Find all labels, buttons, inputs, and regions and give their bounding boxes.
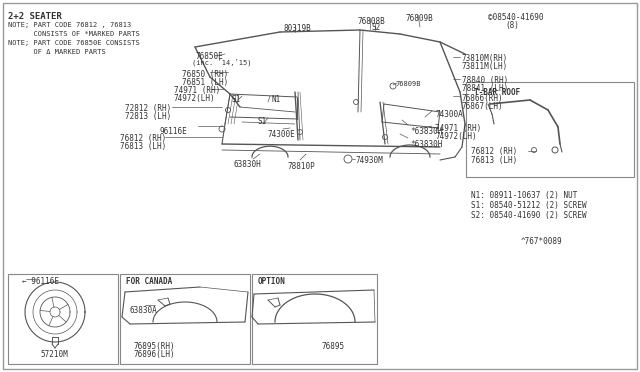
Text: 57210M: 57210M (40, 350, 68, 359)
Text: 72813 (LH): 72813 (LH) (125, 112, 172, 121)
Text: 76813 (LH): 76813 (LH) (471, 156, 517, 165)
Text: 72812 (RH): 72812 (RH) (125, 104, 172, 113)
Text: 76866(RH): 76866(RH) (462, 94, 504, 103)
Text: 78810P: 78810P (288, 162, 316, 171)
Text: 76808B: 76808B (358, 17, 386, 26)
Text: T-BAR ROOF: T-BAR ROOF (474, 88, 520, 97)
Text: 74971 (RH): 74971 (RH) (174, 86, 220, 95)
Text: ← 96116E: ← 96116E (22, 277, 59, 286)
Text: 76809B: 76809B (405, 14, 433, 23)
Text: ©08540-41690: ©08540-41690 (488, 13, 543, 22)
Text: S1: S1 (258, 117, 268, 126)
Text: 76896(LH): 76896(LH) (133, 350, 175, 359)
Text: 74972(LH): 74972(LH) (435, 132, 477, 141)
Text: (8): (8) (505, 21, 519, 30)
Text: 74300E: 74300E (268, 130, 296, 139)
Text: 73810M(RH): 73810M(RH) (462, 54, 508, 63)
Text: 80319B: 80319B (284, 24, 312, 33)
Text: 74930M: 74930M (355, 156, 383, 165)
Text: 76867(LH): 76867(LH) (462, 102, 504, 111)
Text: OPTION: OPTION (258, 277, 285, 286)
Text: (inc. ̔14,̔15): (inc. ̔14,̔15) (192, 60, 252, 67)
Text: 76812 (RH): 76812 (RH) (120, 134, 166, 143)
Text: *63830H: *63830H (410, 127, 442, 136)
Text: FOR CANADA: FOR CANADA (126, 277, 172, 286)
Text: 78840 (RH): 78840 (RH) (462, 76, 508, 85)
Text: *63830H: *63830H (410, 140, 442, 149)
Text: 76850 (RH): 76850 (RH) (182, 70, 228, 79)
Text: 96116E: 96116E (160, 127, 188, 136)
Text: 63830H: 63830H (233, 160, 260, 169)
Text: NOTE; PART CODE 76812 , 76813: NOTE; PART CODE 76812 , 76813 (8, 22, 131, 28)
Text: 76809B: 76809B (395, 81, 420, 87)
Text: S1: 08540-51212 (2) SCREW: S1: 08540-51212 (2) SCREW (471, 201, 587, 210)
Text: 2+2 SEATER: 2+2 SEATER (8, 12, 61, 21)
Text: 76895: 76895 (322, 342, 345, 351)
Text: 76895(RH): 76895(RH) (133, 342, 175, 351)
Text: 76812 (RH): 76812 (RH) (471, 147, 517, 156)
Text: S1: S1 (232, 95, 241, 104)
Text: S2: 08540-41690 (2) SCREW: S2: 08540-41690 (2) SCREW (471, 211, 587, 220)
Text: ^767*0089: ^767*0089 (521, 237, 563, 246)
Bar (8, 274, 118, 364)
Bar (252, 274, 377, 364)
Text: N1: N1 (272, 95, 281, 104)
Text: CONSISTS OF *MARKED PARTS: CONSISTS OF *MARKED PARTS (8, 31, 140, 37)
Text: 76850E: 76850E (195, 52, 223, 61)
Bar (120, 274, 250, 364)
Text: 76813 (LH): 76813 (LH) (120, 142, 166, 151)
Text: 78841 (LH): 78841 (LH) (462, 84, 508, 93)
Text: 74300A: 74300A (435, 110, 463, 119)
Text: 76851 (LH): 76851 (LH) (182, 78, 228, 87)
Text: 63830A: 63830A (130, 306, 157, 315)
Text: 73811M(LH): 73811M(LH) (462, 62, 508, 71)
Text: 74972(LH): 74972(LH) (174, 94, 216, 103)
Text: S2: S2 (372, 23, 381, 32)
Bar (466, 82, 634, 177)
Text: N1: 08911-10637 (2) NUT: N1: 08911-10637 (2) NUT (471, 191, 577, 200)
Text: OF Δ MARKED PARTS: OF Δ MARKED PARTS (8, 49, 106, 55)
Text: 74971 (RH): 74971 (RH) (435, 124, 481, 133)
Text: NOTE; PART CODE 76850E CONSISTS: NOTE; PART CODE 76850E CONSISTS (8, 40, 140, 46)
